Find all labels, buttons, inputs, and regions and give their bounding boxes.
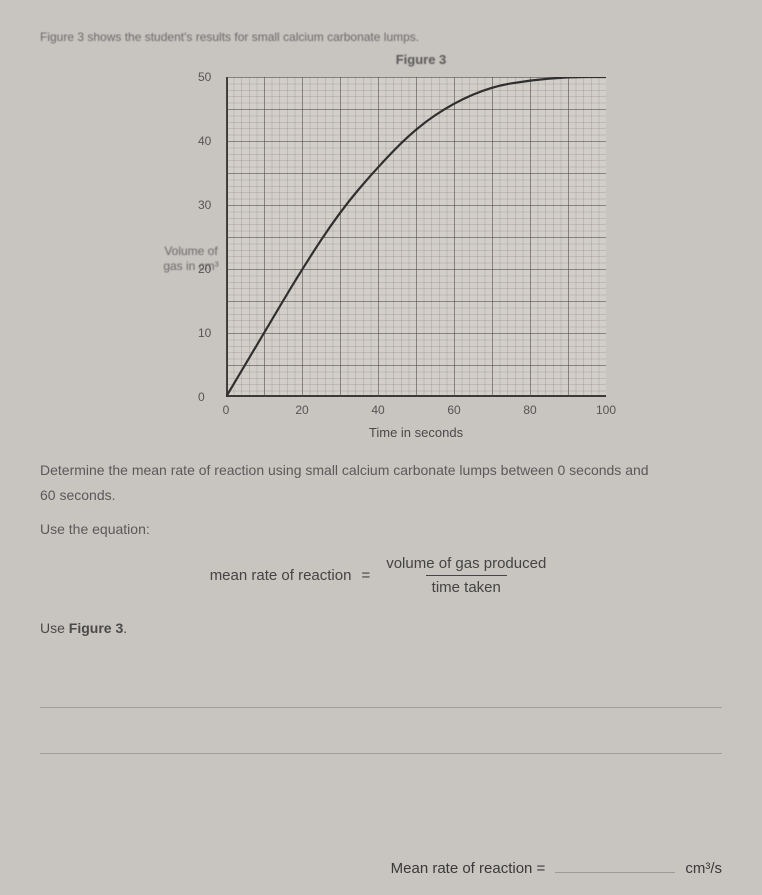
x-tick-label: 0 xyxy=(223,403,230,417)
equation-numerator: volume of gas produced xyxy=(380,555,552,575)
y-tick-label: 20 xyxy=(198,262,211,276)
y-tick-label: 40 xyxy=(198,134,211,148)
x-axis-label: Time in seconds xyxy=(369,425,463,440)
ylabel-line1: Volume of xyxy=(164,244,217,258)
y-tick-label: 0 xyxy=(198,390,205,404)
use-figure-bold: Figure 3 xyxy=(69,620,123,636)
answer-line[interactable] xyxy=(40,676,722,708)
equation-lhs: mean rate of reaction xyxy=(210,567,352,584)
y-tick-label: 30 xyxy=(198,198,211,212)
question-text-line1: Determine the mean rate of reaction usin… xyxy=(40,460,722,481)
x-tick-label: 20 xyxy=(295,403,308,417)
use-figure-prefix: Use xyxy=(40,620,69,636)
y-tick-label: 10 xyxy=(198,326,211,340)
final-answer-label: Mean rate of reaction = xyxy=(391,860,546,877)
figure-title: Figure 3 xyxy=(120,52,722,67)
equation-equals: = xyxy=(361,567,370,584)
chart-container: Volume of gas in cm³ 0102030405002040608… xyxy=(40,77,722,440)
equation-denominator: time taken xyxy=(426,575,507,596)
data-curve xyxy=(226,77,606,397)
use-figure-instruction: Use Figure 3. xyxy=(40,620,722,636)
x-tick-label: 80 xyxy=(523,403,536,417)
answer-line[interactable] xyxy=(40,722,722,754)
x-tick-label: 100 xyxy=(596,403,616,417)
use-equation-label: Use the equation: xyxy=(40,521,722,537)
equation: mean rate of reaction = volume of gas pr… xyxy=(40,555,722,596)
final-answer-row: Mean rate of reaction = cm³/s xyxy=(40,853,722,877)
final-answer-input[interactable] xyxy=(555,853,675,873)
x-tick-label: 40 xyxy=(371,403,384,417)
chart-plot-area: 01020304050020406080100 xyxy=(226,77,606,397)
y-axis-label: Volume of gas in cm³ xyxy=(156,244,226,273)
working-lines xyxy=(40,676,722,754)
unit-label: cm³/s xyxy=(685,860,722,877)
y-tick-label: 50 xyxy=(198,70,211,84)
use-figure-suffix: . xyxy=(123,620,127,636)
question-text-line2: 60 seconds. xyxy=(40,487,722,503)
intro-text: Figure 3 shows the student's results for… xyxy=(40,30,722,44)
x-tick-label: 60 xyxy=(447,403,460,417)
equation-fraction: volume of gas produced time taken xyxy=(380,555,552,596)
